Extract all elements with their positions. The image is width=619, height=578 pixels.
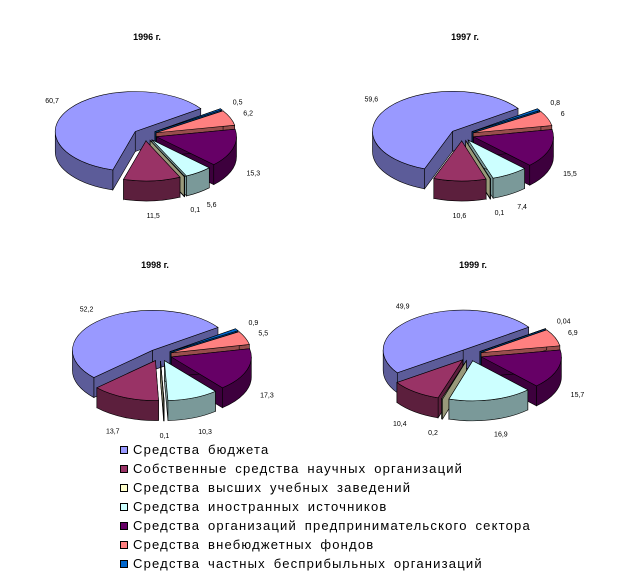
data-label-extrabudget: 5,5 [258, 331, 268, 338]
data-label-business: 17,3 [260, 393, 274, 400]
legend: Средства бюджета Собственные средства на… [120, 440, 531, 573]
chart-title: 1997 г. [451, 32, 479, 42]
legend-swatch-budget [120, 445, 128, 454]
data-label-budget: 59,6 [365, 96, 379, 103]
data-label-universities: 0,1 [495, 210, 505, 217]
legend-item-own-funds: Собственные средства научных организаций [120, 459, 531, 478]
pie-chart-4: 1999 г. 49,9 10,4 0,2 16,9 15,7 6,9 0,04 [382, 260, 585, 438]
data-label-own-funds: 13,7 [106, 428, 120, 435]
pie-chart-1: 1996 г. 60,7 11,5 0,1 5,6 15,3 6,20,5 [45, 32, 260, 220]
pie-slice-own-funds [96, 360, 159, 421]
legend-swatch-own-funds [120, 464, 128, 473]
legend-swatch-universities [120, 483, 128, 492]
legend-item-budget: Средства бюджета [120, 440, 531, 459]
legend-swatch-extrabudget [120, 540, 128, 549]
data-label-own-funds: 10,4 [393, 421, 407, 428]
legend-swatch-nonprofit [120, 559, 128, 568]
data-label-business: 15,3 [247, 170, 261, 177]
legend-label-business: Средства организаций предпринимательског… [133, 518, 531, 533]
pie-slice-foreign [163, 360, 217, 421]
pie-slice-budget [54, 91, 202, 192]
data-label-universities: 0,1 [160, 433, 170, 440]
legend-item-nonprofit: Средства частных бесприбыльных организац… [120, 554, 531, 573]
legend-label-budget: Средства бюджета [133, 442, 270, 457]
data-label-budget: 49,9 [396, 304, 410, 311]
pie-slice-own-funds [123, 139, 181, 202]
data-label-universities: 0,1 [190, 207, 200, 214]
legend-label-universities: Средства высших учебных заведений [133, 480, 412, 495]
pie-chart-2: 1997 г. 59,6 10,6 0,1 7,4 15,5 60,8 [365, 32, 577, 220]
legend-item-business: Средства организаций предпринимательског… [120, 516, 531, 535]
legend-label-foreign: Средства иностранных источников [133, 499, 388, 514]
data-label-extrabudget: 6 [561, 111, 565, 118]
data-label-universities: 0,2 [428, 430, 438, 437]
legend-item-foreign: Средства иностранных источников [120, 497, 531, 516]
data-label-nonprofit: 0,8 [550, 100, 560, 107]
data-label-nonprofit: 0,04 [557, 319, 571, 326]
legend-label-extrabudget: Средства внебюджетных фондов [133, 537, 375, 552]
pie-slice-own-funds [433, 139, 487, 202]
legend-label-nonprofit: Средства частных бесприбыльных организац… [133, 556, 483, 571]
legend-label-own-funds: Собственные средства научных организаций [133, 461, 464, 476]
legend-item-universities: Средства высших учебных заведений [120, 478, 531, 497]
data-label-nonprofit: 0,5 [233, 99, 243, 106]
data-label-nonprofit: 0,9 [249, 320, 259, 327]
pie-slice-foreign [448, 359, 529, 422]
chart-title: 1996 г. [133, 32, 161, 42]
pie-slice-universities [160, 360, 165, 422]
data-label-extrabudget: 6,2 [243, 110, 253, 117]
data-label-foreign: 5,6 [207, 202, 217, 209]
data-label-business: 15,7 [571, 392, 585, 399]
chart-title: 1999 г. [459, 260, 487, 270]
data-label-own-funds: 11,5 [147, 213, 160, 220]
data-label-business: 15,5 [563, 171, 577, 178]
data-label-foreign: 10,3 [198, 429, 212, 436]
data-label-own-funds: 10,6 [453, 213, 467, 220]
legend-swatch-foreign [120, 502, 128, 511]
data-label-foreign: 7,4 [517, 204, 527, 211]
pie-chart-3: 1998 г. 52,2 13,7 0,1 10,3 17,3 5,5 0,9 [72, 260, 274, 440]
legend-swatch-business [120, 521, 128, 530]
chart-title: 1998 г. [141, 260, 169, 270]
legend-item-extrabudget: Средства внебюджетных фондов [120, 535, 531, 554]
data-label-extrabudget: 6,9 [568, 330, 578, 337]
data-label-budget: 60,7 [45, 98, 59, 105]
data-label-budget: 52,2 [80, 306, 94, 313]
data-label-foreign: 16,9 [494, 431, 508, 438]
